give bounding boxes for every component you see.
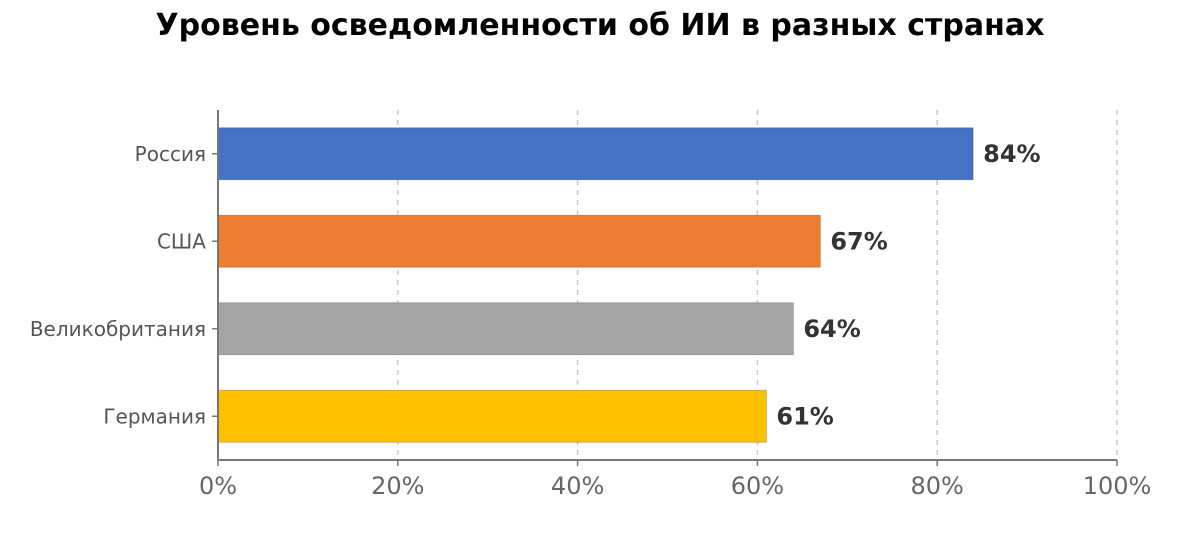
x-tick-label: 40% (551, 472, 604, 500)
x-tick-label: 80% (911, 472, 964, 500)
chart-title: Уровень осведомленности об ИИ в разных с… (155, 8, 1045, 43)
bar-3 (217, 302, 794, 356)
bar-2 (217, 214, 821, 268)
axes (212, 110, 1118, 466)
x-tick-label: 100% (1083, 472, 1152, 500)
x-tick-label: 0% (199, 472, 237, 500)
bar-4 (217, 389, 767, 443)
category-label: США (157, 229, 206, 253)
category-label: Великобритания (30, 317, 206, 341)
bars (217, 127, 974, 443)
x-tick-label: 60% (731, 472, 784, 500)
data-label: 64% (803, 315, 860, 343)
bar-1 (217, 127, 974, 181)
data-label: 84% (983, 140, 1040, 168)
data-label: 61% (776, 402, 833, 430)
category-label: Германия (103, 404, 206, 428)
category-label: Россия (135, 142, 206, 166)
data-label: 67% (830, 227, 887, 255)
x-tick-label: 20% (371, 472, 424, 500)
labels: Россия США Великобритания Германия 0% 20% 40% 6… (30, 140, 1151, 500)
